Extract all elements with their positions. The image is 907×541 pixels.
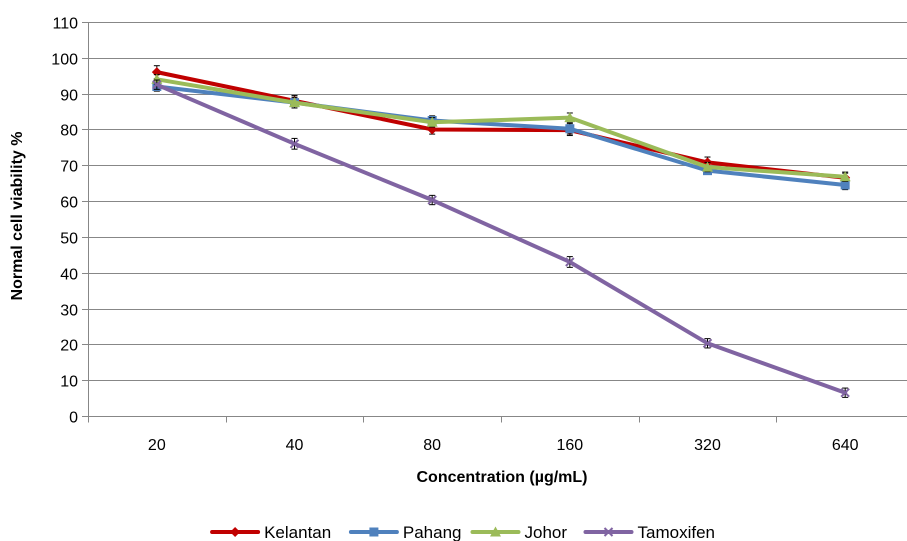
- y-tick-label: 0: [69, 410, 78, 427]
- x-tick-label: 40: [286, 437, 304, 454]
- series-group: [151, 65, 851, 398]
- legend-label-kelantan: Kelantan: [264, 523, 331, 541]
- data-point-johor: [426, 116, 438, 127]
- data-point-tamoxifen: [565, 257, 575, 267]
- data-point-pahang: [565, 124, 575, 134]
- legend-label-pahang: Pahang: [403, 523, 462, 541]
- x-marker-stroke: [565, 257, 575, 267]
- legend-marker-pahang: [369, 527, 379, 537]
- legend-item-johor: Johor: [470, 523, 568, 541]
- y-tick-label: 110: [52, 16, 78, 33]
- data-point-johor: [564, 112, 576, 123]
- legend-marker-johor: [490, 526, 501, 537]
- axes: [82, 22, 907, 423]
- gridlines: [88, 22, 907, 381]
- data-point-tamoxifen: [840, 388, 850, 398]
- y-tick-label: 60: [60, 195, 78, 212]
- series-line-johor: [154, 77, 848, 179]
- y-tick-label: 20: [60, 338, 78, 355]
- x-marker-stroke: [603, 527, 614, 537]
- x-tick-label: 640: [832, 437, 859, 454]
- series-line-kelantan: [154, 70, 848, 180]
- data-point-johor: [289, 97, 300, 108]
- y-tick-label: 30: [60, 303, 78, 320]
- x-axis-title: Concentration (µg/mL): [417, 469, 588, 486]
- y-tick-label: 90: [60, 88, 78, 105]
- series-line-tamoxifen: [154, 82, 848, 395]
- y-tick-label: 50: [60, 231, 78, 248]
- x-marker-stroke: [840, 388, 850, 398]
- y-tick-label: 40: [60, 267, 78, 284]
- data-point-johor: [702, 161, 713, 172]
- y-tick-label: 10: [60, 374, 78, 391]
- data-point-johor: [839, 171, 851, 182]
- data-point-tamoxifen: [427, 195, 437, 205]
- y-tick-label: 100: [51, 52, 78, 69]
- x-marker-stroke: [289, 139, 300, 149]
- y-tick-label: 80: [60, 123, 78, 140]
- data-point-tamoxifen: [289, 139, 300, 149]
- data-point-tamoxifen: [702, 338, 713, 348]
- legend-item-kelantan: Kelantan: [210, 523, 331, 541]
- data-point-pahang: [840, 180, 850, 190]
- x-marker-stroke: [152, 79, 162, 90]
- legend-label-tamoxifen: Tamoxifen: [638, 523, 715, 541]
- x-tick-labels: 20 40 80 160 320 640: [148, 437, 859, 454]
- x-marker-stroke: [702, 338, 713, 348]
- data-point-tamoxifen: [152, 79, 162, 90]
- legend-marker-kelantan: [230, 527, 241, 537]
- x-marker-stroke: [427, 195, 437, 205]
- y-axis-title: Normal cell viability %: [9, 132, 26, 301]
- x-tick-label: 320: [694, 437, 721, 454]
- series-tamoxifen: [152, 79, 850, 398]
- legend-label-johor: Johor: [525, 523, 568, 541]
- legend-item-pahang: Pahang: [348, 523, 462, 541]
- y-tick-label: 70: [60, 159, 78, 176]
- legend-item-tamoxifen: Tamoxifen: [583, 523, 715, 541]
- x-tick-label: 20: [148, 437, 166, 454]
- legend: Kelantan Pahang Johor Tamoxifen: [210, 523, 715, 541]
- x-tick-label: 160: [556, 437, 583, 454]
- x-tick-label: 80: [423, 437, 441, 454]
- legend-marker-tamoxifen: [603, 527, 614, 537]
- y-tick-labels: 0 10 20 30 40 50 60 70 80 90 100 110: [51, 16, 78, 427]
